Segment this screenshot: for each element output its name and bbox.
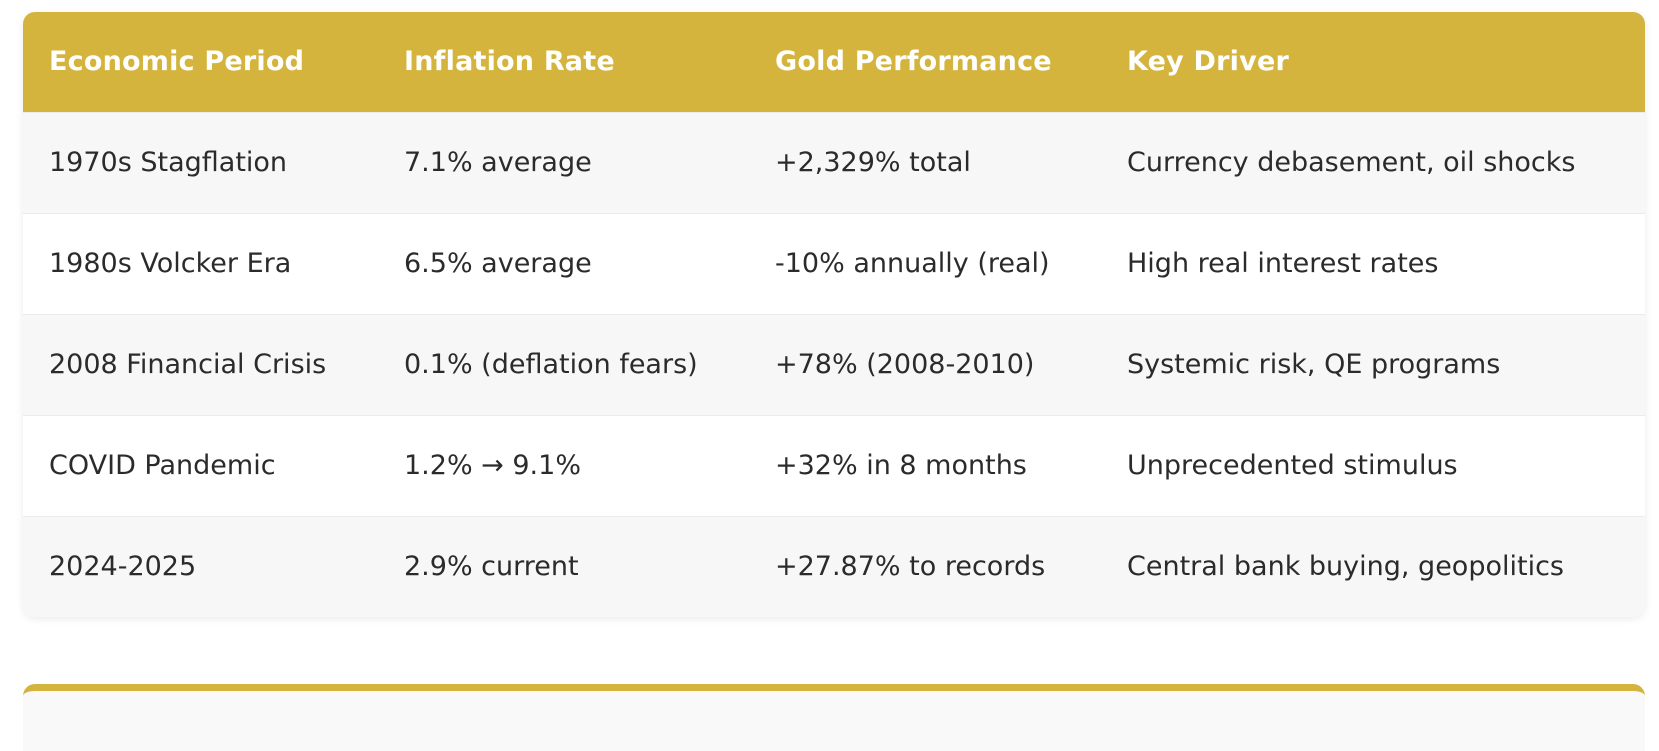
cell-gold-performance: +32% in 8 months <box>775 450 1027 481</box>
cell-economic-period: 1970s Stagflation <box>49 147 288 178</box>
cell-inflation-rate: 6.5% average <box>404 248 592 279</box>
header-key-driver: Key Driver <box>1127 46 1289 78</box>
header-inflation-rate: Inflation Rate <box>404 46 615 78</box>
cell-inflation-rate: 2.9% current <box>404 551 579 583</box>
cell-gold-performance: +2,329% total <box>775 147 971 178</box>
cell-key-driver: Unprecedented stimulus <box>1127 450 1458 481</box>
next-section-card-edge <box>23 684 1645 751</box>
cell-inflation-rate: 0.1% (deflation fears) <box>404 349 698 380</box>
cell-gold-performance: +78% (2008-2010) <box>775 349 1035 380</box>
gold-inflation-table-card: Economic Period Inflation Rate Gold Perf… <box>23 12 1645 617</box>
table-row: 2008 Financial Crisis 0.1% (deflation fe… <box>23 314 1645 415</box>
gold-inflation-table: Economic Period Inflation Rate Gold Perf… <box>23 12 1645 617</box>
cell-economic-period: 2008 Financial Crisis <box>49 349 327 380</box>
cell-economic-period: COVID Pandemic <box>49 450 276 481</box>
cell-key-driver: High real interest rates <box>1127 248 1439 279</box>
cell-inflation-rate: 1.2% → 9.1% <box>404 450 581 481</box>
cell-key-driver: Central bank buying, geopolitics <box>1127 551 1564 583</box>
table-row: 2024-2025 2.9% current +27.87% to record… <box>23 516 1645 617</box>
cell-gold-performance: -10% annually (real) <box>775 248 1050 279</box>
table-row: 1980s Volcker Era 6.5% average -10% annu… <box>23 213 1645 314</box>
cell-key-driver: Systemic risk, QE programs <box>1127 349 1501 380</box>
cell-economic-period: 1980s Volcker Era <box>49 248 292 279</box>
cell-economic-period: 2024-2025 <box>49 551 197 583</box>
table-header-row: Economic Period Inflation Rate Gold Perf… <box>23 12 1645 112</box>
header-economic-period: Economic Period <box>49 46 305 78</box>
table-row: COVID Pandemic 1.2% → 9.1% +32% in 8 mon… <box>23 415 1645 516</box>
cell-inflation-rate: 7.1% average <box>404 147 592 178</box>
cell-gold-performance: +27.87% to records <box>775 551 1046 583</box>
table-row: 1970s Stagflation 7.1% average +2,329% t… <box>23 112 1645 213</box>
header-gold-performance: Gold Performance <box>775 46 1052 78</box>
cell-key-driver: Currency debasement, oil shocks <box>1127 147 1576 178</box>
